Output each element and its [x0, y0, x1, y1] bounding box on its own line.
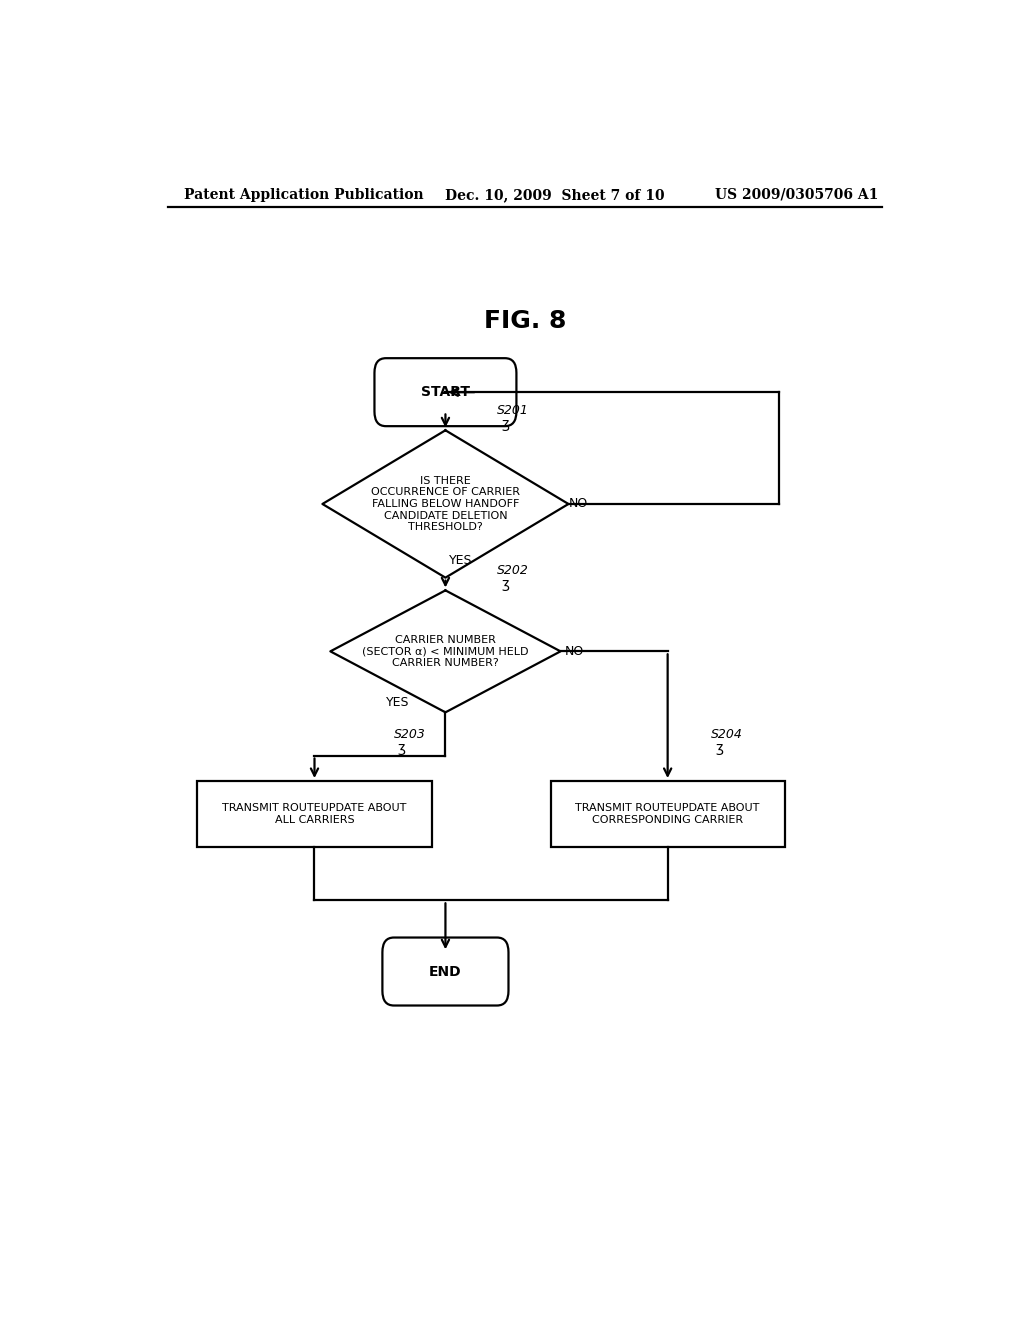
Bar: [551, 781, 784, 847]
Text: NO: NO: [564, 645, 584, 657]
Text: TRANSMIT ROUTEUPDATE ABOUT
CORRESPONDING CARRIER: TRANSMIT ROUTEUPDATE ABOUT CORRESPONDING…: [575, 803, 760, 825]
Text: S203: S203: [394, 727, 426, 741]
Text: IS THERE
OCCURRENCE OF CARRIER
FALLING BELOW HANDOFF
CANDIDATE DELETION
THRESHOL: IS THERE OCCURRENCE OF CARRIER FALLING B…: [371, 475, 520, 532]
Polygon shape: [323, 430, 568, 578]
Text: S204: S204: [712, 727, 743, 741]
Text: S202: S202: [497, 564, 529, 577]
Text: START: START: [421, 385, 470, 399]
Text: ʒ: ʒ: [715, 741, 723, 755]
Text: NO: NO: [568, 498, 588, 511]
Text: ʒ: ʒ: [397, 741, 406, 755]
Text: YES: YES: [386, 696, 410, 709]
FancyBboxPatch shape: [375, 358, 516, 426]
Polygon shape: [331, 590, 560, 713]
Text: YES: YES: [450, 554, 473, 568]
Text: Dec. 10, 2009  Sheet 7 of 10: Dec. 10, 2009 Sheet 7 of 10: [445, 187, 665, 202]
Text: END: END: [429, 965, 462, 978]
Text: ʒ: ʒ: [501, 417, 509, 430]
Text: ʒ: ʒ: [501, 577, 509, 591]
Text: TRANSMIT ROUTEUPDATE ABOUT
ALL CARRIERS: TRANSMIT ROUTEUPDATE ABOUT ALL CARRIERS: [222, 803, 407, 825]
Text: Patent Application Publication: Patent Application Publication: [183, 187, 423, 202]
Text: CARRIER NUMBER
(SECTOR α) < MINIMUM HELD
CARRIER NUMBER?: CARRIER NUMBER (SECTOR α) < MINIMUM HELD…: [362, 635, 528, 668]
Text: S201: S201: [497, 404, 529, 417]
Text: FIG. 8: FIG. 8: [483, 309, 566, 333]
FancyBboxPatch shape: [382, 937, 509, 1006]
Text: US 2009/0305706 A1: US 2009/0305706 A1: [715, 187, 879, 202]
Bar: [198, 781, 431, 847]
